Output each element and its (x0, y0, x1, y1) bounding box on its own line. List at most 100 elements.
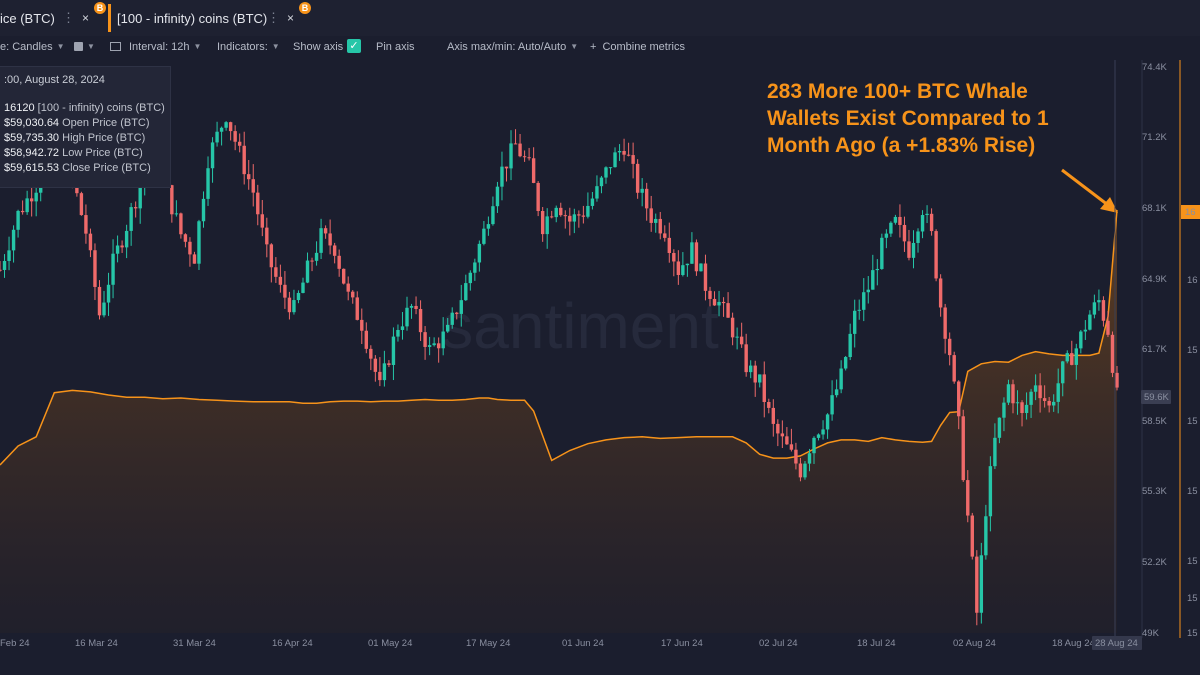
candle-body (875, 268, 880, 271)
candle-body (455, 312, 459, 314)
candle-body (988, 466, 993, 517)
candle-body (138, 186, 142, 209)
candle-body (920, 215, 925, 232)
indicators-select[interactable]: Indicators: ▼ (217, 41, 280, 53)
candle-body (29, 198, 34, 202)
candle-body (436, 343, 441, 349)
candle-body (789, 444, 794, 450)
color-picker[interactable]: ▼ (74, 41, 95, 53)
candle-body (504, 166, 509, 169)
candle-body (409, 305, 414, 308)
tooltip-row-holders: 16120 [100 - infinity) coins (BTC) (4, 102, 165, 114)
holders-tick-label: 15 (1187, 556, 1198, 567)
interval-select[interactable]: Interval: 12h ▼ (110, 41, 201, 53)
candle-body (133, 207, 138, 209)
candle-body (712, 298, 717, 306)
candle-body (545, 216, 549, 235)
more-icon[interactable]: ⋮ (62, 10, 75, 25)
candle-body (188, 241, 192, 255)
holders-axis[interactable]: 16 15 15 15 15 15 15 16 (1181, 205, 1200, 639)
candle-body (884, 233, 889, 238)
tooltip-value: $59,030.64 (4, 117, 60, 129)
tab-price-btc[interactable]: ice (BTC) ⋮ × B (0, 2, 106, 32)
candle-body (586, 205, 590, 217)
candle-body (798, 463, 803, 478)
candle-body (540, 211, 545, 235)
candle-body (776, 423, 780, 434)
candle-body (473, 262, 477, 273)
holders-tick-label: 15 (1187, 628, 1198, 639)
candle-body (441, 331, 445, 349)
chart-style-select[interactable]: e: Candles ▼ (0, 41, 65, 53)
candle-body (351, 291, 355, 298)
axis-maxmin-label: Axis max/min: Auto/Auto (447, 41, 567, 53)
pin-axis-toggle[interactable]: Pin axis (376, 41, 415, 53)
candle-body (821, 429, 825, 435)
tooltip-row-close: $59,615.53 Close Price (BTC) (4, 162, 151, 174)
candle-body (830, 395, 834, 415)
tooltip-value: $58,942.72 (4, 147, 60, 159)
candle-body (834, 389, 839, 396)
candle-body (287, 297, 292, 313)
candle-body (934, 231, 938, 279)
candle-body (513, 143, 518, 145)
annotation-line: 283 More 100+ BTC Whale (767, 80, 1028, 103)
candle-body (1038, 385, 1042, 399)
candle-body (206, 168, 210, 199)
candle-body (617, 150, 622, 153)
candle-body (495, 186, 500, 207)
close-icon[interactable]: × (287, 11, 295, 25)
candle-body (640, 188, 644, 193)
candle-body (943, 307, 947, 339)
indicators-label: Indicators: (217, 41, 268, 53)
candle-body (622, 150, 626, 155)
candle-body (0, 269, 2, 271)
candle-body (500, 166, 504, 187)
candle-body (418, 308, 423, 333)
candle-body (382, 363, 387, 381)
tab-label: ice (BTC) (0, 10, 55, 26)
time-axis[interactable]: Feb 24 16 Mar 24 31 Mar 24 16 Apr 24 01 May … (0, 636, 1142, 650)
price-tick-label: 71.2K (1142, 132, 1167, 143)
candle-body (197, 221, 201, 264)
candle-body (233, 131, 237, 142)
candle-body (929, 213, 934, 232)
tab-whale-coins[interactable]: [100 - infinity) coins (BTC) ⋮ × B (108, 2, 311, 32)
candle-body (378, 371, 382, 381)
annotation-arrow (1061, 168, 1118, 213)
candle-body (518, 143, 522, 157)
candle-body (491, 206, 495, 225)
more-icon[interactable]: ⋮ (267, 10, 280, 25)
candle-body (853, 310, 857, 334)
candle-body (201, 198, 206, 222)
close-icon[interactable]: × (82, 11, 90, 25)
candle-body (328, 233, 332, 246)
candle-body (1061, 361, 1065, 384)
candle-body (1033, 385, 1038, 392)
candle-body (938, 278, 943, 308)
candle-body (1020, 402, 1024, 414)
candle-body (1083, 329, 1088, 332)
candle-body (857, 309, 861, 311)
candle-body (608, 167, 613, 169)
candle-body (369, 348, 373, 359)
candle-body (1079, 331, 1083, 349)
price-tick-label: 58.5K (1142, 416, 1167, 427)
price-axis[interactable]: 74.4K 71.2K 68.1K 64.9K 61.7K 58.5K 55.3K 52.2K… (1141, 62, 1171, 639)
price-candle-series (0, 121, 1119, 626)
candle-body (414, 305, 418, 309)
axis-maxmin-select[interactable]: Axis max/min: Auto/Auto ▼ (447, 41, 578, 53)
candle-body (224, 122, 228, 128)
candle-body (559, 207, 563, 216)
candle-body (590, 198, 595, 206)
candle-body (305, 260, 310, 283)
price-tick-label: 68.1K (1142, 203, 1167, 214)
candle-body (251, 179, 255, 193)
candle-body (979, 555, 984, 613)
show-axis-checkbox[interactable]: ✓ (347, 39, 361, 53)
combine-metrics-button[interactable]: + Combine metrics (590, 41, 685, 53)
time-tick-label: 31 Mar 24 (173, 638, 216, 649)
candle-body (97, 286, 102, 316)
candle-body (735, 336, 739, 338)
